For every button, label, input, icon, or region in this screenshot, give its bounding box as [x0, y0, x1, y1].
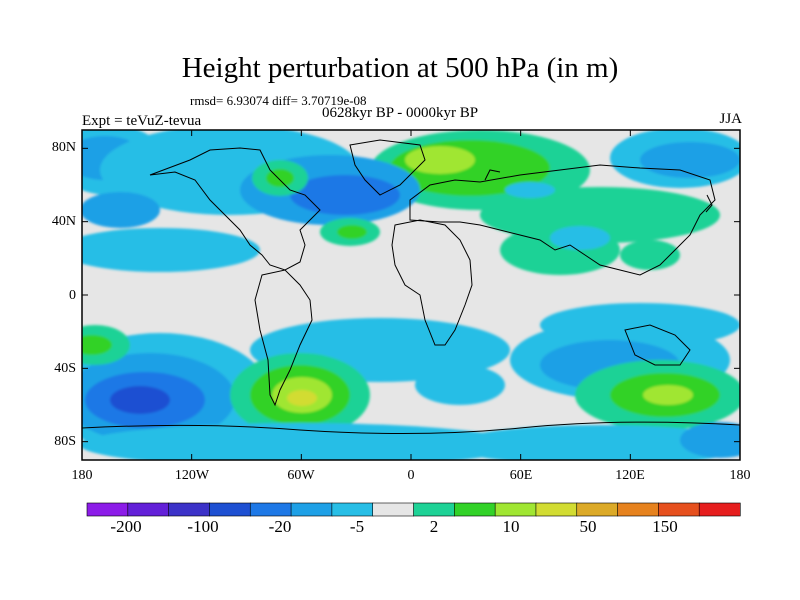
coastlines [82, 139, 740, 435]
lon-label-0: 0 [407, 468, 415, 483]
period-subtitle: 0628kyr BP - 0000kyr BP [322, 105, 479, 121]
colorbar-swatch [127, 502, 170, 517]
lat-label-80n: 80N [51, 140, 76, 155]
colorbar-label-minus5: -5 [349, 517, 365, 536]
plot-title: Height perturbation at 500 hPa (in m) [181, 52, 619, 84]
colorbar [86, 502, 741, 517]
colorbar-label-minus200: -200 [110, 517, 142, 536]
experiment-label: Expt = teVuZ-tevua [82, 113, 202, 129]
colorbar-swatch [413, 502, 455, 517]
lon-label-180e: 180 [729, 468, 751, 483]
colorbar-swatch [617, 502, 659, 517]
colorbar-label-2: 2 [429, 517, 439, 536]
stats-line: rmsd= 6.93074 diff= 3.70719e-08 [190, 93, 367, 108]
colorbar-swatch [86, 502, 129, 517]
lon-label-120w: 120W [174, 468, 210, 483]
lon-label-60e: 60E [509, 468, 533, 483]
lon-label-60w: 60W [287, 468, 315, 483]
lon-label-180w: 180 [71, 468, 93, 483]
contour-field [82, 130, 740, 460]
season-label: JJA [719, 111, 742, 127]
colorbar-label-minus20: -20 [268, 517, 292, 536]
lon-label-120e: 120E [615, 468, 645, 483]
lat-label-40s: 40S [54, 361, 76, 376]
colorbar-swatch [698, 502, 741, 517]
colorbar-swatch [331, 502, 374, 517]
colorbar-swatch [372, 502, 415, 517]
colorbar-swatch [658, 502, 700, 517]
colorbar-swatch [168, 502, 211, 517]
lat-label-0: 0 [69, 288, 76, 303]
colorbar-label-minus100: -100 [187, 517, 219, 536]
colorbar-swatch [494, 502, 537, 517]
lat-label-40n: 40N [51, 214, 76, 229]
colorbar-label-10: 10 [502, 517, 520, 536]
colorbar-swatch [576, 502, 619, 517]
axis-ticks [81, 130, 741, 460]
colorbar-swatch [209, 502, 251, 517]
colorbar-label-150: 150 [652, 517, 678, 536]
lat-label-80s: 80S [54, 434, 76, 449]
colorbar-swatch [249, 502, 292, 517]
colorbar-label-50: 50 [579, 517, 597, 536]
colorbar-swatch [454, 502, 496, 517]
colorbar-swatch [535, 502, 578, 517]
colorbar-swatch [290, 502, 333, 517]
